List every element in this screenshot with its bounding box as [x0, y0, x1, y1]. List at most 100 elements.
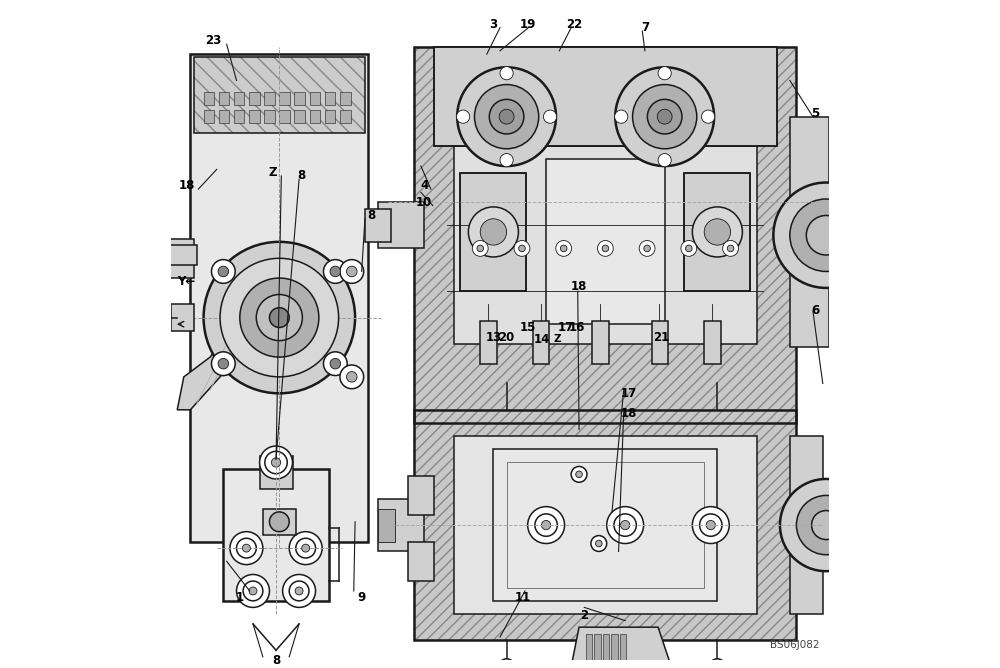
Bar — [219, 92, 229, 105]
Circle shape — [700, 514, 722, 536]
Bar — [249, 110, 260, 124]
Bar — [204, 92, 214, 105]
Circle shape — [560, 245, 567, 252]
Circle shape — [556, 240, 572, 257]
Circle shape — [602, 245, 609, 252]
Bar — [378, 202, 424, 248]
Circle shape — [706, 520, 715, 530]
Circle shape — [500, 154, 513, 167]
Bar — [434, 47, 777, 146]
Circle shape — [709, 659, 725, 668]
Bar — [204, 110, 214, 124]
Bar — [340, 110, 351, 124]
Circle shape — [330, 266, 341, 277]
Circle shape — [468, 207, 518, 257]
Bar — [219, 110, 229, 124]
Circle shape — [597, 240, 613, 257]
Text: 1: 1 — [236, 591, 244, 604]
Bar — [460, 172, 526, 291]
Bar — [194, 57, 365, 133]
Circle shape — [295, 587, 303, 595]
Circle shape — [347, 371, 357, 382]
Bar — [684, 172, 750, 291]
Circle shape — [633, 85, 697, 149]
Circle shape — [727, 245, 734, 252]
Text: 7: 7 — [641, 21, 649, 34]
Circle shape — [607, 506, 644, 544]
Circle shape — [615, 67, 714, 166]
Text: Y←: Y← — [177, 275, 195, 288]
Circle shape — [686, 245, 692, 252]
Polygon shape — [572, 627, 671, 668]
Bar — [414, 409, 796, 641]
Bar — [586, 634, 592, 668]
Text: 2: 2 — [580, 609, 588, 622]
Circle shape — [269, 308, 289, 327]
Circle shape — [489, 100, 524, 134]
Text: 15: 15 — [519, 321, 536, 334]
Text: 21: 21 — [653, 331, 670, 344]
Circle shape — [806, 216, 846, 255]
Circle shape — [218, 359, 229, 369]
Circle shape — [644, 245, 650, 252]
Bar — [378, 499, 424, 551]
Bar — [414, 47, 796, 423]
Circle shape — [657, 110, 672, 124]
Bar — [408, 542, 434, 581]
Circle shape — [812, 510, 841, 540]
Circle shape — [472, 240, 488, 257]
Bar — [194, 57, 365, 133]
Bar — [190, 54, 368, 542]
Bar — [408, 476, 434, 515]
Bar — [378, 508, 395, 542]
Bar — [652, 321, 668, 363]
Bar — [310, 110, 320, 124]
Circle shape — [457, 67, 556, 166]
Bar — [611, 634, 618, 668]
Text: 19: 19 — [520, 18, 537, 31]
Bar — [279, 92, 290, 105]
Bar — [790, 117, 829, 347]
Circle shape — [723, 240, 738, 257]
Circle shape — [340, 365, 364, 389]
Text: 22: 22 — [566, 18, 582, 31]
Circle shape — [773, 182, 879, 288]
Circle shape — [692, 506, 729, 544]
Bar — [460, 172, 526, 291]
Circle shape — [347, 266, 357, 277]
Bar — [365, 209, 391, 242]
Circle shape — [474, 85, 539, 149]
Circle shape — [535, 514, 557, 536]
Bar — [684, 172, 750, 291]
Circle shape — [220, 259, 339, 377]
Bar — [294, 92, 305, 105]
Circle shape — [658, 154, 671, 167]
Text: 17: 17 — [620, 387, 637, 400]
Text: 9: 9 — [358, 591, 366, 604]
Bar — [414, 47, 796, 423]
Text: 17: 17 — [558, 321, 574, 334]
Circle shape — [702, 110, 715, 124]
Circle shape — [541, 520, 551, 530]
Circle shape — [271, 458, 281, 467]
Circle shape — [230, 532, 263, 564]
Circle shape — [576, 471, 582, 478]
Circle shape — [514, 240, 530, 257]
Circle shape — [796, 496, 856, 554]
Bar — [493, 450, 717, 601]
Text: 23: 23 — [205, 35, 222, 47]
Circle shape — [323, 260, 347, 283]
Bar — [325, 110, 335, 124]
Text: 18: 18 — [179, 179, 195, 192]
Bar — [223, 469, 329, 601]
Circle shape — [621, 520, 630, 530]
Text: 18: 18 — [620, 407, 637, 420]
Circle shape — [499, 110, 514, 124]
Bar — [790, 436, 823, 614]
Bar — [594, 634, 601, 668]
Bar — [310, 92, 320, 105]
Circle shape — [692, 207, 742, 257]
Circle shape — [681, 240, 697, 257]
Bar — [263, 508, 296, 535]
Circle shape — [543, 110, 557, 124]
